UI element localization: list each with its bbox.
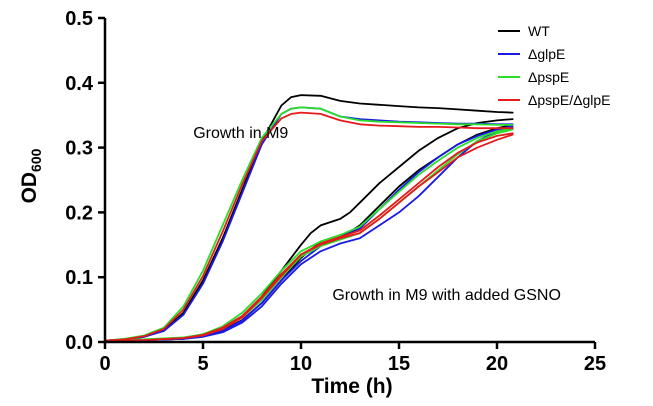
legend-label: ΔpspE bbox=[528, 69, 569, 85]
y-tick-label: 0.3 bbox=[65, 138, 93, 160]
annotations: Growth in M9 Growth in M9 with added GSNO bbox=[193, 125, 561, 304]
y-tick-label: 0.2 bbox=[65, 202, 93, 224]
y-tick-label: 0.0 bbox=[65, 332, 93, 354]
legend-label: ΔpspE/ΔglpE bbox=[528, 92, 611, 108]
series-3 bbox=[104, 111, 514, 342]
x-tick-label: 15 bbox=[388, 353, 410, 375]
y-axis-title-subscript: 600 bbox=[28, 148, 44, 172]
y-ticks: 0.0 0.1 0.2 0.3 0.4 0.5 bbox=[65, 8, 105, 354]
series-layer bbox=[104, 94, 514, 342]
series-2 bbox=[104, 106, 514, 342]
legend: WT ΔglpE ΔpspE ΔpspE/ΔglpE bbox=[498, 23, 611, 108]
annotation-label: Growth in M9 bbox=[193, 125, 288, 142]
x-tick-label: 25 bbox=[584, 353, 606, 375]
series-line bbox=[104, 133, 514, 342]
series-line bbox=[104, 132, 514, 342]
x-axis-title: Time (h) bbox=[311, 375, 392, 398]
x-tick-label: 20 bbox=[486, 353, 508, 375]
x-tick-label: 5 bbox=[197, 353, 208, 375]
y-tick-label: 0.1 bbox=[65, 267, 93, 289]
y-tick-label: 0.5 bbox=[65, 8, 93, 30]
series-line bbox=[104, 106, 514, 342]
y-tick-label: 0.4 bbox=[65, 73, 94, 95]
series-1 bbox=[104, 106, 514, 342]
axes: 0 5 10 15 20 25 0.0 0.1 0.2 0.3 0.4 0.5 bbox=[65, 8, 606, 375]
y-axis-title-main: OD bbox=[18, 172, 41, 204]
x-ticks: 0 5 10 15 20 25 bbox=[99, 342, 606, 375]
x-tick-label: 10 bbox=[290, 353, 312, 375]
legend-label: WT bbox=[528, 23, 550, 39]
annotation-label: Growth in M9 with added GSNO bbox=[332, 287, 561, 304]
series-line bbox=[104, 106, 514, 342]
y-axis-title: OD600 bbox=[18, 148, 44, 203]
series-line bbox=[104, 111, 514, 342]
x-tick-label: 0 bbox=[99, 353, 110, 375]
legend-label: ΔglpE bbox=[528, 46, 565, 62]
series-line bbox=[104, 94, 514, 342]
